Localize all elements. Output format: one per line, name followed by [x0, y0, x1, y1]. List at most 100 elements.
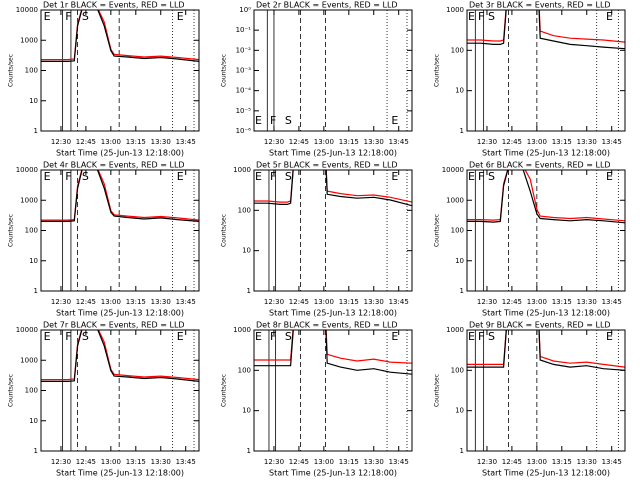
y-tick-label: 10: [455, 87, 464, 95]
event-label: E: [391, 114, 398, 127]
x-axis-label: Start Time (25-Jun-13 12:18:00): [56, 469, 184, 478]
y-tick-label: 10: [455, 407, 464, 415]
x-tick-label: 13:00: [527, 458, 547, 466]
y-tick-label: 10000: [16, 6, 38, 14]
x-tick-label: 13:15: [552, 138, 572, 146]
series-line: [254, 330, 412, 364]
y-tick-label: 1: [247, 287, 251, 295]
axes-frame: [40, 169, 200, 292]
y-tick-label: 1000: [446, 6, 464, 14]
panel: Det 9r BLACK = Events, RED = LLD Counts/s…: [434, 321, 626, 478]
x-tick-label: 12:30: [264, 458, 284, 466]
plot-area: [467, 170, 625, 224]
x-tick-label: 12:30: [51, 138, 71, 146]
y-tick-label: 1000: [233, 326, 251, 334]
event-label: E: [468, 10, 475, 23]
x-tick-label: 13:45: [602, 298, 622, 306]
panel-title: Det 2r BLACK = Events, RED = LLD: [256, 1, 398, 10]
series-line: [41, 170, 199, 221]
series-line: [467, 10, 625, 50]
event-label: E: [606, 170, 613, 183]
series-line: [254, 170, 412, 203]
y-tick-label: 1000: [20, 36, 38, 44]
panel-title: Det 6r BLACK = Events, RED = LLD: [469, 161, 611, 170]
y-tick-label: 10⁻¹: [236, 26, 252, 34]
plot-area: [254, 170, 412, 207]
x-tick-label: 13:45: [389, 298, 409, 306]
x-tick-label: 12:30: [264, 138, 284, 146]
x-tick-label: 13:15: [339, 458, 359, 466]
x-axis-label: Start Time (25-Jun-13 12:18:00): [269, 309, 397, 318]
event-label: S: [82, 330, 89, 343]
x-axis-label: Start Time (25-Jun-13 12:18:00): [482, 149, 610, 158]
axes-frame: [466, 329, 626, 452]
event-label: E: [177, 10, 184, 23]
event-label: E: [468, 170, 475, 183]
x-tick-label: 13:00: [101, 458, 121, 466]
y-tick-label: 10: [29, 97, 38, 105]
x-tick-label: 13:15: [339, 298, 359, 306]
y-axis-label: Counts/sec: [434, 54, 441, 87]
event-label: F: [65, 10, 71, 23]
series-line: [467, 330, 625, 368]
y-tick-label: 1: [460, 287, 464, 295]
x-tick-label: 13:15: [126, 298, 146, 306]
series-line: [41, 10, 199, 62]
panel: Det 4r BLACK = Events, RED = LLD Counts/s…: [8, 161, 200, 318]
axes-frame: [253, 169, 413, 292]
x-tick-label: 13:45: [176, 138, 196, 146]
x-tick-label: 12:45: [289, 138, 309, 146]
y-tick-label: 10: [29, 257, 38, 265]
x-tick-label: 13:30: [577, 298, 597, 306]
y-axis-label: Counts/sec: [221, 54, 228, 87]
x-axis-label: Start Time (25-Jun-13 12:18:00): [56, 309, 184, 318]
plot-area: [467, 330, 625, 371]
event-label: F: [65, 170, 71, 183]
x-tick-label: 13:45: [176, 298, 196, 306]
panel-title: Det 8r BLACK = Events, RED = LLD: [256, 321, 398, 330]
series-line: [467, 170, 625, 222]
event-label: E: [255, 114, 262, 127]
y-tick-label: 100: [451, 46, 464, 54]
event-label: E: [255, 170, 262, 183]
y-tick-label: 100: [451, 227, 464, 235]
event-label: S: [488, 170, 495, 183]
panel-title: Det 3r BLACK = Events, RED = LLD: [469, 1, 611, 10]
y-tick-label: 100: [25, 387, 38, 395]
x-tick-label: 13:00: [101, 138, 121, 146]
event-label: S: [285, 330, 292, 343]
x-tick-label: 12:45: [76, 298, 96, 306]
y-tick-label: 1: [34, 287, 38, 295]
x-tick-label: 13:30: [364, 458, 384, 466]
x-tick-label: 12:45: [76, 458, 96, 466]
x-tick-label: 13:00: [314, 458, 334, 466]
event-label: S: [82, 170, 89, 183]
series-line: [41, 10, 199, 61]
y-tick-label: 1: [247, 447, 251, 455]
event-label: E: [391, 170, 398, 183]
y-tick-label: 100: [25, 227, 38, 235]
y-tick-label: 10⁰: [239, 6, 251, 14]
series-line: [41, 170, 199, 222]
plot-area: [41, 10, 199, 62]
x-axis-label: Start Time (25-Jun-13 12:18:00): [56, 149, 184, 158]
x-tick-label: 12:30: [477, 138, 497, 146]
y-tick-label: 10: [29, 417, 38, 425]
x-tick-label: 13:15: [552, 458, 572, 466]
y-axis-label: Counts/sec: [8, 214, 15, 247]
event-label: F: [270, 330, 276, 343]
x-tick-label: 12:45: [502, 138, 522, 146]
series-line: [254, 170, 412, 207]
event-label: F: [65, 330, 71, 343]
panel-title: Det 4r BLACK = Events, RED = LLD: [43, 161, 185, 170]
x-axis-label: Start Time (25-Jun-13 12:18:00): [269, 469, 397, 478]
x-tick-label: 13:45: [602, 458, 622, 466]
event-label: S: [488, 330, 495, 343]
x-axis-label: Start Time (25-Jun-13 12:18:00): [269, 149, 397, 158]
panel: Det 2r BLACK = Events, RED = LLD Counts/s…: [221, 1, 413, 158]
axes-frame: [40, 329, 200, 452]
y-tick-label: 1000: [446, 196, 464, 204]
y-tick-label: 100: [451, 366, 464, 374]
x-tick-label: 12:45: [502, 298, 522, 306]
event-label: S: [82, 10, 89, 23]
